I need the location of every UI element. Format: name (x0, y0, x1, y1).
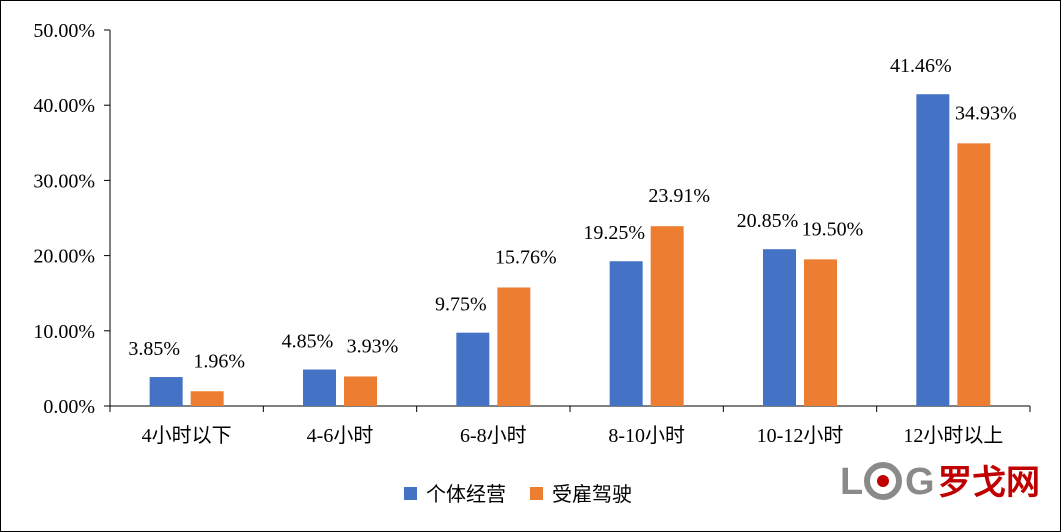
data-labels: 3.85% 4.85% 9.75% 19.25% 20.85% 41.46% 1.96% 3.… (128, 55, 1016, 372)
data-label: 41.46% (890, 55, 952, 77)
bar (149, 377, 183, 406)
watermark-logo-letters: G (905, 461, 935, 503)
y-tick-label: 10.00% (33, 321, 95, 343)
bars (149, 94, 991, 407)
y-tick-label: 30.00% (33, 170, 95, 192)
bar (303, 369, 336, 406)
x-tick-label: 12小时以上 (903, 424, 1003, 447)
x-axis: 4小时以下 4-6小时 6-8小时 8-10小时 10-12小时 12小时以上 (109, 405, 1031, 447)
watermark-logo-letters: L (840, 461, 863, 503)
watermark-logo: L G 罗戈网 (840, 461, 1040, 503)
legend-label: 受雇驾驶 (552, 483, 632, 506)
data-label: 19.25% (583, 222, 645, 244)
bar (650, 226, 684, 406)
watermark-o-icon (864, 462, 902, 500)
legend-swatch (404, 487, 417, 500)
x-tick-label: 4-6小时 (307, 424, 374, 447)
y-tick-label: 50.00% (33, 20, 95, 42)
data-label: 15.76% (495, 246, 557, 268)
data-label: 3.93% (347, 335, 399, 357)
bar (456, 332, 490, 406)
data-label: 4.85% (282, 331, 334, 353)
data-label: 9.75% (435, 294, 487, 316)
legend-swatch (530, 487, 543, 500)
legend-label: 个体经营 (426, 483, 506, 506)
data-label: 19.50% (802, 218, 864, 240)
bar (497, 287, 531, 406)
bar (804, 259, 837, 406)
bar (916, 94, 950, 407)
x-tick-label: 6-8小时 (460, 424, 527, 447)
bar (763, 249, 796, 406)
bar (609, 261, 643, 406)
x-tick-label: 8-10小时 (608, 424, 685, 447)
y-tick-label: 0.00% (43, 396, 95, 418)
bar (190, 391, 224, 406)
data-label: 20.85% (737, 210, 799, 232)
data-label: 1.96% (193, 350, 245, 372)
y-tick-label: 20.00% (33, 246, 95, 268)
legend: 个体经营 受雇驾驶 (404, 483, 632, 506)
bar (957, 143, 991, 406)
data-label: 3.85% (128, 338, 180, 360)
y-tick-label: 40.00% (33, 95, 95, 117)
x-tick-label: 4小时以下 (142, 424, 232, 447)
data-label: 23.91% (648, 185, 710, 207)
y-axis: 0.00% 10.00% 20.00% 30.00% 40.00% 50.00% (33, 20, 111, 418)
watermark-logo-text: 罗戈网 (938, 463, 1040, 503)
bar (344, 376, 377, 406)
data-label: 34.93% (955, 102, 1017, 124)
x-tick-label: 10-12小时 (757, 424, 844, 447)
